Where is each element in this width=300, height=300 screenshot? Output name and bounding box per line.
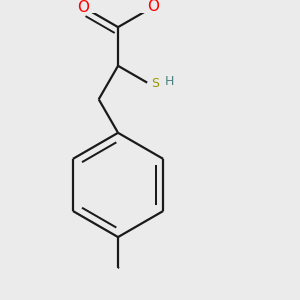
Text: H: H <box>165 75 174 88</box>
Text: O: O <box>77 0 89 15</box>
Text: O: O <box>147 0 159 14</box>
Text: S: S <box>151 77 159 90</box>
